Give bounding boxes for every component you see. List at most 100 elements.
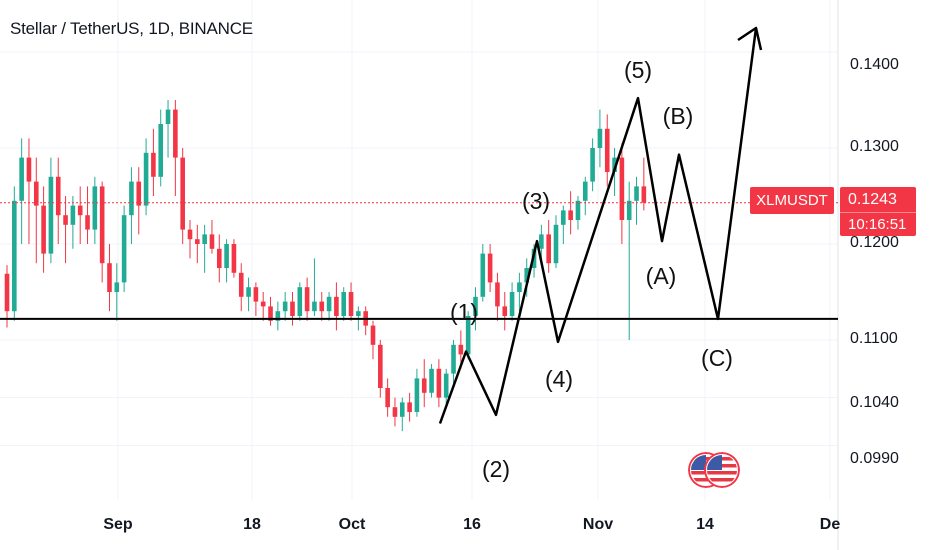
candle-body [151,152,156,177]
candle [195,224,200,264]
candle-body [19,157,24,201]
candle [414,368,420,417]
candle-body [319,301,325,312]
candle [385,378,390,417]
candle [275,301,281,331]
candle [436,359,442,408]
candle-body [143,152,149,206]
candle-body [517,282,522,292]
symbol-tag[interactable]: XLMUSDT [750,187,834,214]
candle [392,397,398,427]
candle-body [399,402,405,417]
candle-body [619,157,625,220]
candle [129,167,134,244]
candle [114,263,120,321]
candle [568,191,573,235]
x-tick-label: 18 [243,516,261,533]
candle-body [85,215,90,230]
candle-body [209,234,215,249]
candle-body [634,186,639,201]
candle [348,282,354,321]
candle [407,392,412,422]
candle-body [458,344,464,355]
wave-label-a: (A) [645,263,677,289]
candle-body [70,205,76,225]
candle [4,265,10,328]
candle-body [41,205,46,254]
candle-body [238,272,244,297]
candle-body [114,282,120,292]
candle-body [604,128,610,172]
candle [451,340,456,384]
candle-body [429,368,434,393]
candle-body [158,124,164,177]
candle [187,220,193,259]
candle-body [370,325,376,345]
candle-body [297,287,303,316]
y-tick-label: 0.1040 [850,394,899,411]
candle [604,114,610,187]
last-price-tag: 0.1243 [840,187,916,212]
candle [107,244,112,312]
candle [85,186,90,244]
candle-body [4,273,10,312]
candle [48,157,54,264]
candle-body [33,181,39,206]
candle [253,282,259,316]
candle-body [260,301,266,307]
y-tick-label: 0.1400 [850,56,899,73]
bar-countdown-tag: 10:16:51 [840,212,916,236]
candle [561,205,566,244]
candle-body [12,200,17,312]
candle-body [480,253,486,297]
candle [546,220,551,273]
candle-body [568,210,573,220]
candle-body [524,268,530,283]
x-tick-label: Sep [103,516,133,533]
candle-body [612,157,617,172]
projection-arrow-head [737,26,763,51]
candle-body [253,287,259,302]
candle-body [216,248,222,268]
candle [399,397,405,432]
candle [590,138,595,192]
candle-body [641,186,647,203]
candle-body [26,157,32,182]
candle [502,292,508,331]
chart-title: Stellar / TetherUS, 1D, BINANCE [10,19,253,38]
candle [99,181,105,283]
candle-body [63,215,68,225]
candle-body [121,215,127,283]
candle [12,186,17,321]
candle-body [55,176,61,216]
candle-body [136,181,142,206]
candle [165,100,171,158]
candle [319,292,325,321]
candle-body [495,282,500,307]
candle-body [195,239,200,244]
candle-body [546,234,551,264]
candle-body [378,344,383,388]
y-tick-label: 0.1200 [850,234,899,251]
candle-body [597,128,603,148]
wave-label-2: (2) [481,456,511,482]
candle-body [77,205,83,216]
candle [77,186,83,244]
candle-body [107,263,112,292]
candle [495,272,500,321]
candle [341,287,347,321]
candle [224,239,229,283]
candle-body [99,186,105,264]
candle-body [268,306,273,321]
candle-body [92,186,98,230]
candle [26,138,32,244]
candle [19,138,24,244]
candle-body [290,301,295,316]
elliott-wave-path[interactable] [438,27,758,424]
candle [209,220,215,254]
candle [429,364,434,398]
candle [33,157,39,264]
candle-body [465,316,471,355]
us-flag-event-icon[interactable] [704,452,740,488]
